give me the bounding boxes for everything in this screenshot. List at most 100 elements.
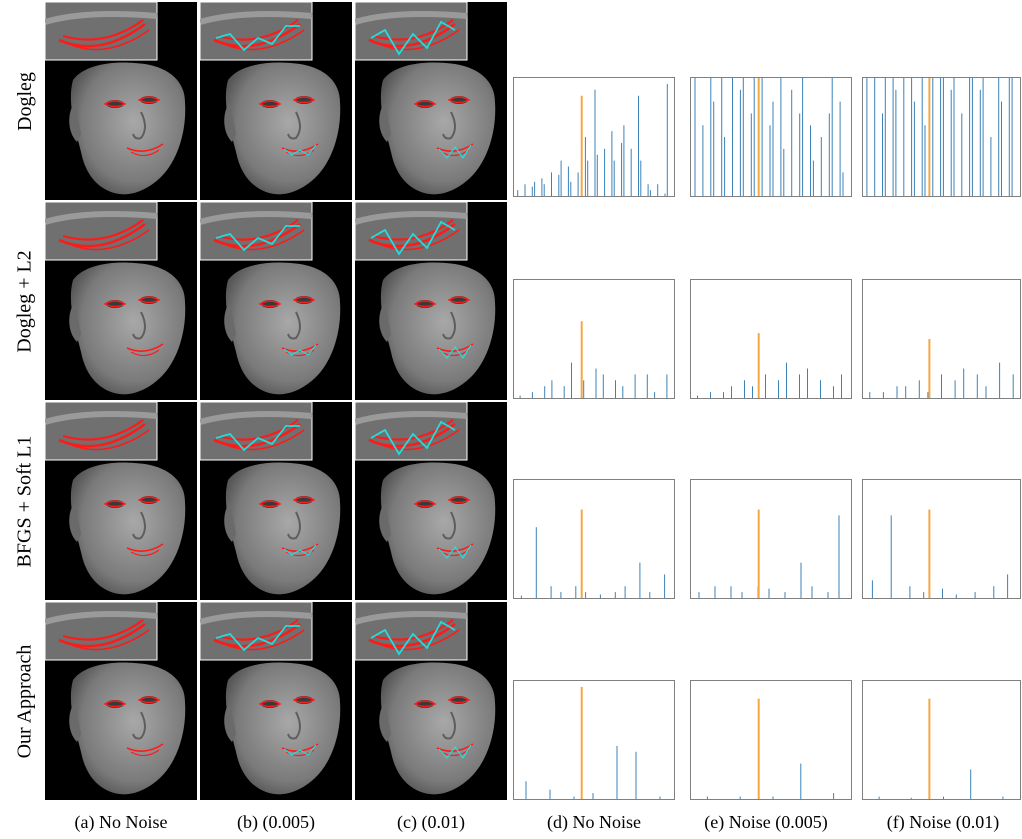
eye-contour-left xyxy=(103,300,127,308)
mouth-contour-upper xyxy=(126,343,164,352)
eye-contour-right xyxy=(292,496,316,504)
inset-fitted-curve xyxy=(370,420,456,456)
inset-reference-curve-2 xyxy=(62,19,144,41)
face-render-tile xyxy=(200,602,352,800)
mouth-contour-upper xyxy=(126,143,164,152)
mouth-contour-upper xyxy=(126,543,164,552)
face-mesh xyxy=(70,462,186,595)
inset-fitted-curve xyxy=(215,25,300,52)
eye-contour-right xyxy=(292,296,316,304)
face-render-svg xyxy=(355,602,496,795)
inset-zoom-panel xyxy=(45,602,157,660)
histogram-frame xyxy=(862,479,1021,599)
mouth-contour-lower xyxy=(285,149,315,157)
inset-reference-curve-3 xyxy=(68,29,150,51)
inset-zoom-border xyxy=(355,602,468,661)
caption-b: (b) (0.005) xyxy=(237,812,315,832)
mouth-fitted-curve xyxy=(283,744,317,756)
inset-reference-curve-1 xyxy=(368,222,456,248)
eye-contour-left xyxy=(103,500,127,508)
histogram-panel xyxy=(513,479,675,599)
face-mesh xyxy=(225,662,341,795)
histogram-panel xyxy=(862,680,1021,800)
inset-zoom-panel xyxy=(200,202,312,260)
face-mesh xyxy=(225,62,341,195)
inset-zoom-border xyxy=(200,2,313,61)
histogram-frame xyxy=(690,77,852,197)
nose-shading xyxy=(442,311,456,340)
row-label-bfgs-soft-l1: BFGS + Soft L1 xyxy=(13,435,36,567)
face-mesh xyxy=(380,662,496,795)
face-render-svg xyxy=(45,202,186,395)
inset-reference-curve-3 xyxy=(378,429,460,451)
nose-shading xyxy=(132,711,146,740)
eye-contour-left xyxy=(413,100,437,108)
caption-e: (e) Noise (0.005) xyxy=(704,812,828,832)
face-render-tile xyxy=(45,2,197,200)
nose-shading xyxy=(132,311,146,340)
mouth-contour-lower xyxy=(130,749,160,757)
inset-reference-curve-1 xyxy=(213,222,301,248)
inset-zoom-border xyxy=(200,602,313,661)
inset-reference-curve-1 xyxy=(58,622,146,648)
inset-skin-fold xyxy=(355,411,468,425)
inset-reference-curve-3 xyxy=(223,429,305,451)
inset-skin-fold xyxy=(45,211,158,225)
histogram-panel xyxy=(513,77,675,197)
face-mesh xyxy=(225,462,341,595)
histogram-frame xyxy=(513,479,675,599)
eye-contour-left xyxy=(413,700,437,708)
inset-reference-curve-1 xyxy=(368,422,456,448)
histogram-panel xyxy=(862,479,1021,599)
face-mesh xyxy=(70,262,186,395)
inset-reference-curve-1 xyxy=(58,22,146,48)
nose-shading xyxy=(132,511,146,540)
nose-shading xyxy=(287,511,301,540)
eye-contour-left xyxy=(258,100,282,108)
nose-shading xyxy=(287,311,301,340)
inset-fitted-curve xyxy=(215,625,300,652)
inset-skin-fold xyxy=(200,611,313,625)
mouth-contour-upper xyxy=(126,743,164,752)
face-render-tile xyxy=(45,402,197,600)
caption-f: (f) Noise (0.01) xyxy=(886,812,1000,832)
face-render-svg xyxy=(355,202,496,395)
face-mesh xyxy=(380,462,496,595)
eye-contour-left xyxy=(258,700,282,708)
inset-zoom-panel xyxy=(200,2,312,60)
inset-fitted-curve xyxy=(370,220,456,256)
inset-skin-fold xyxy=(45,11,158,25)
inset-reference-curve-2 xyxy=(62,619,144,641)
caption-d: (d) No Noise xyxy=(547,812,641,832)
inset-zoom-border xyxy=(200,402,313,461)
mouth-fitted-curve xyxy=(438,144,472,160)
face-render-tile xyxy=(200,2,352,200)
inset-reference-curve-3 xyxy=(223,629,305,651)
histogram-svg xyxy=(513,479,675,599)
face-render-tile xyxy=(45,602,197,800)
inset-zoom-border xyxy=(45,202,158,261)
inset-fitted-curve xyxy=(370,20,456,56)
ear-shape xyxy=(69,702,81,742)
mouth-fitted-curve xyxy=(283,344,317,356)
ear-shape xyxy=(69,302,81,342)
nose-shading xyxy=(132,111,146,140)
face-render-svg xyxy=(200,402,341,595)
histogram-svg xyxy=(690,279,852,399)
eye-contour-left xyxy=(258,500,282,508)
histogram-svg xyxy=(513,77,675,197)
inset-reference-curve-3 xyxy=(378,629,460,651)
inset-zoom-panel xyxy=(200,402,312,460)
ear-shape xyxy=(379,102,391,142)
inset-zoom-border xyxy=(200,202,313,261)
inset-reference-curve-1 xyxy=(213,622,301,648)
inset-zoom-panel xyxy=(355,602,467,660)
face-mesh xyxy=(380,62,496,195)
inset-skin-fold xyxy=(200,211,313,225)
face-render-svg xyxy=(200,602,341,795)
histogram-panel xyxy=(690,77,852,197)
mouth-contour-lower xyxy=(285,349,315,357)
eye-contour-left xyxy=(103,100,127,108)
inset-skin-fold xyxy=(45,611,158,625)
histogram-panel xyxy=(862,77,1021,197)
